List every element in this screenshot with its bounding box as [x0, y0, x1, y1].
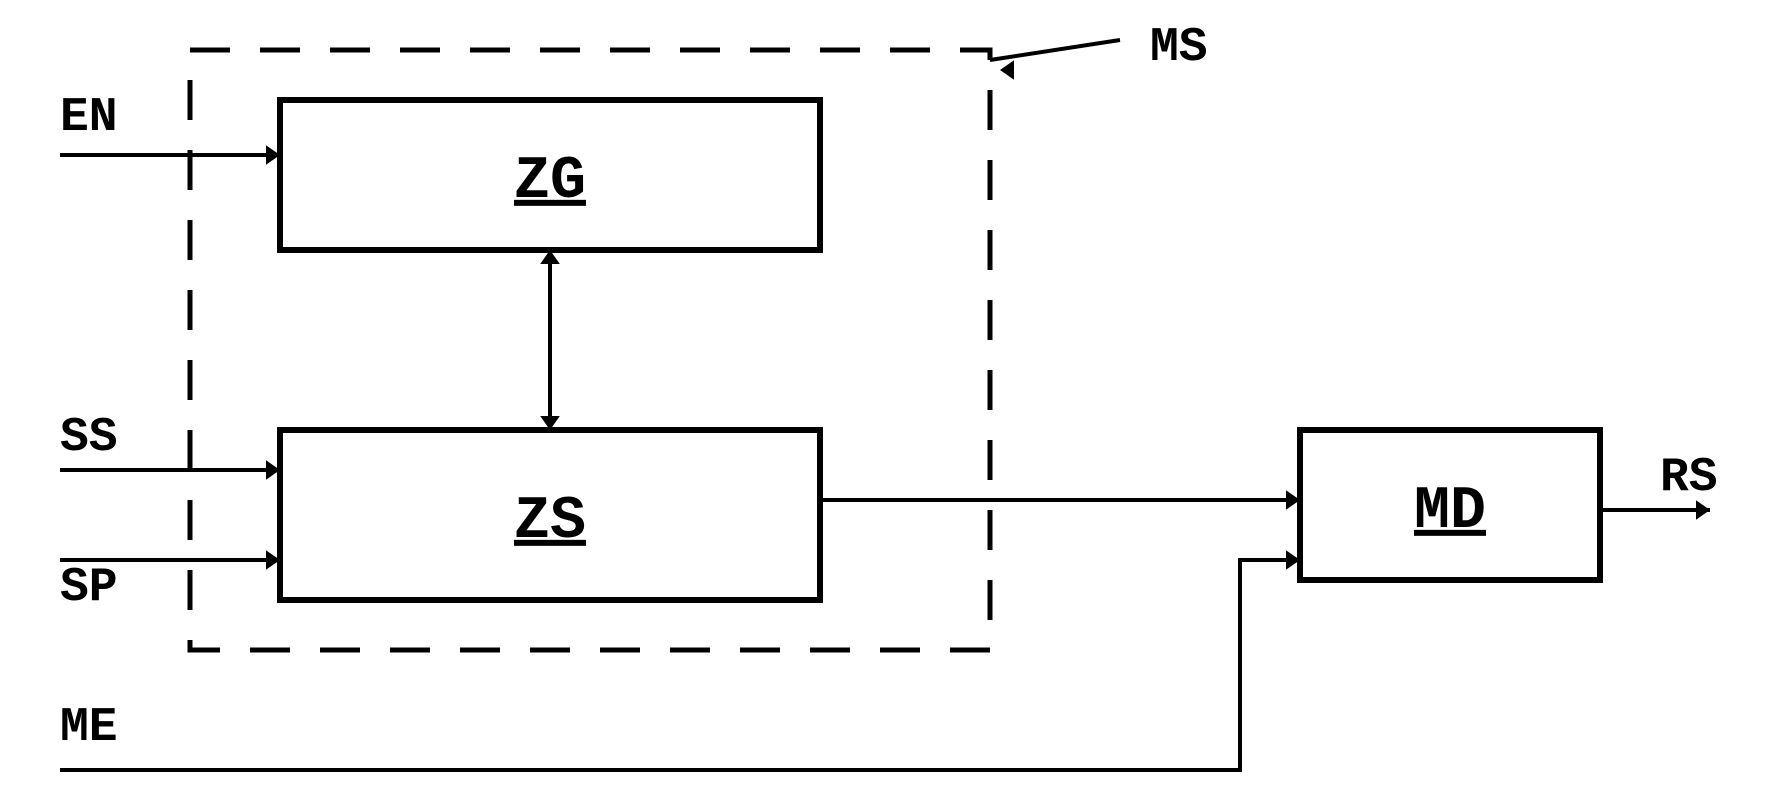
signal-ss-label: SS	[60, 411, 118, 465]
signal-en-label: EN	[60, 91, 118, 145]
signal-me-wire	[60, 560, 1300, 770]
container-ms	[190, 50, 990, 650]
block-md-label: MD	[1414, 478, 1486, 546]
signal-sp-label: SP	[60, 561, 118, 615]
block-zg-label: ZG	[514, 148, 586, 216]
block-zs-label: ZS	[514, 488, 586, 556]
signal-me-label: ME	[60, 701, 118, 755]
label-ms: MS	[1150, 21, 1208, 75]
signal-rs-label: RS	[1660, 451, 1718, 505]
